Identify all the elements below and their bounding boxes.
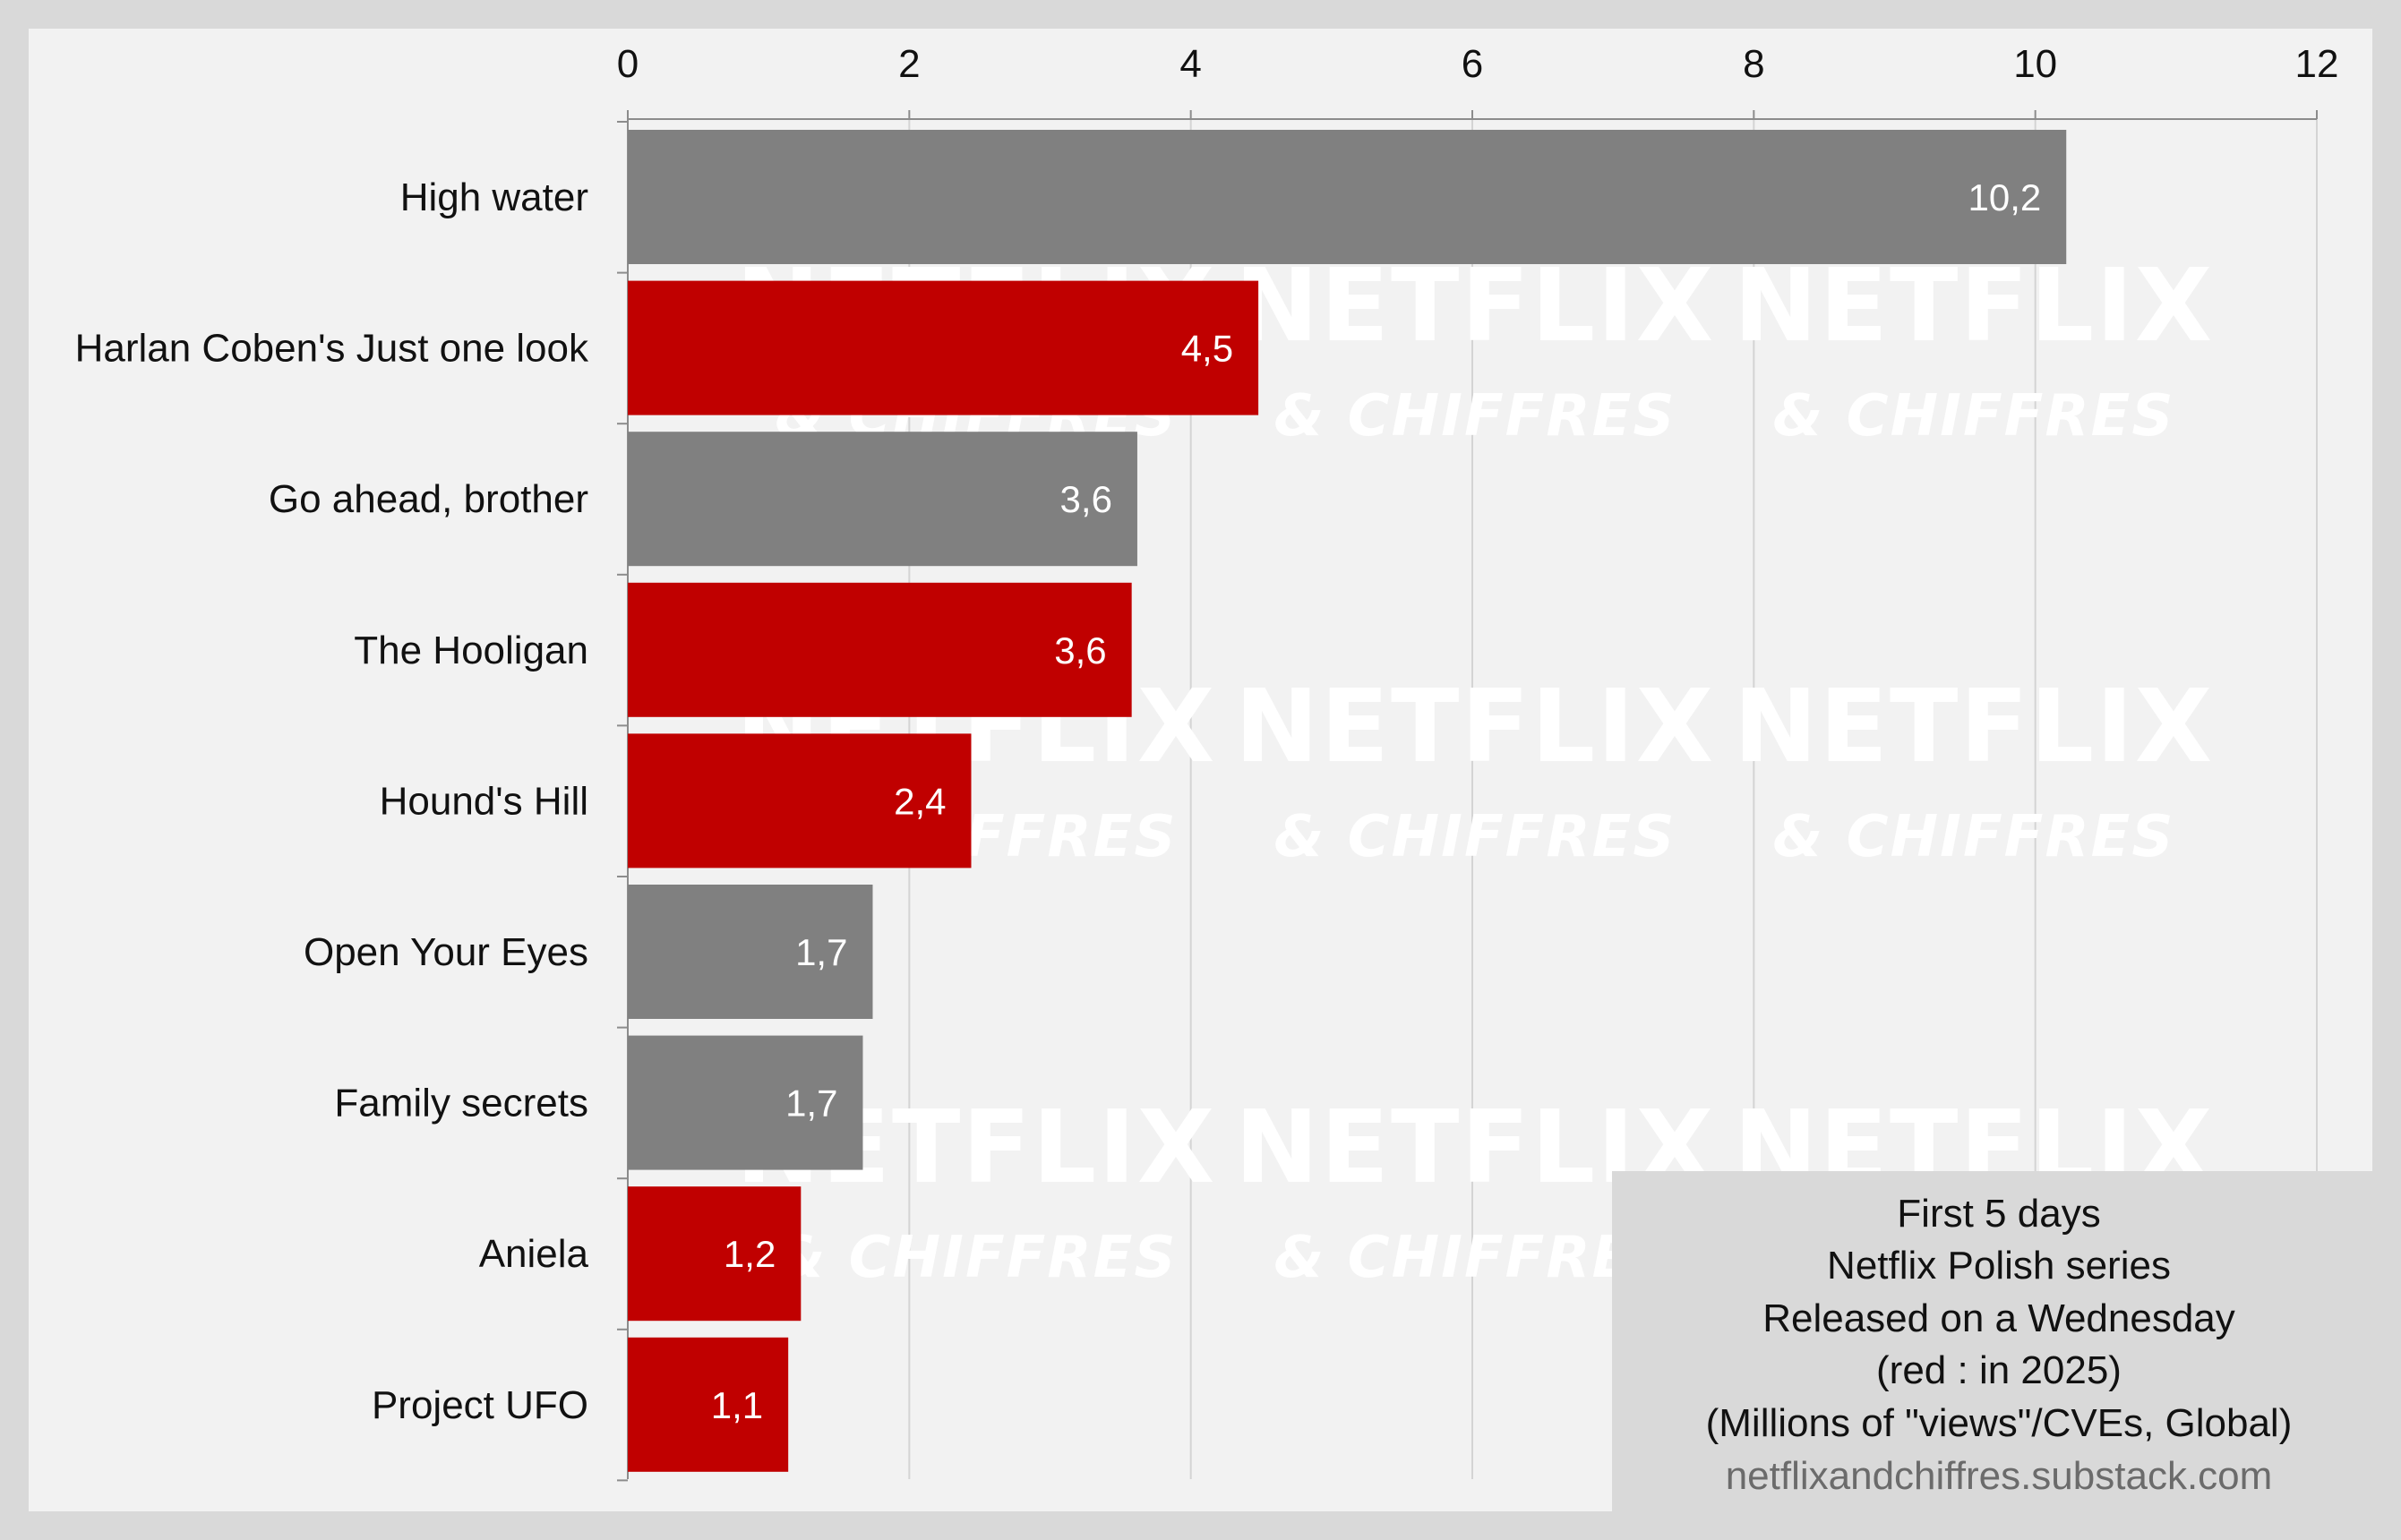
bar-0	[628, 130, 2067, 264]
bar-6	[628, 1035, 863, 1170]
data-label-5: 1,7	[795, 931, 847, 973]
bar-2	[628, 432, 1137, 567]
bars	[628, 130, 2067, 1472]
data-label-3: 3,6	[1054, 629, 1106, 672]
x-tick-label-2: 2	[898, 42, 920, 86]
watermark-title-0-2: NETFLIX	[1734, 248, 2215, 364]
info-line-1: First 5 days	[1897, 1192, 2100, 1236]
category-label-0: High water	[400, 175, 588, 219]
x-tick-label-12: 12	[2295, 42, 2339, 86]
x-tick-label-8: 8	[1743, 42, 1764, 86]
data-label-1: 4,5	[1181, 328, 1233, 370]
bar-4	[628, 733, 972, 868]
info-line-3: Released on a Wednesday	[1762, 1296, 2235, 1340]
data-label-8: 1,1	[711, 1384, 763, 1426]
info-line-4: (red : in 2025)	[1876, 1348, 2122, 1392]
data-label-2: 3,6	[1060, 478, 1112, 520]
category-label-7: Aniela	[479, 1232, 589, 1276]
category-label-1: Harlan Coben's Just one look	[75, 327, 589, 371]
category-label-4: Hound's Hill	[380, 779, 588, 823]
data-label-4: 2,4	[894, 780, 946, 822]
info-box-background	[1612, 1171, 2372, 1511]
x-tick-label-6: 6	[1462, 42, 1483, 86]
bar-7	[628, 1186, 802, 1322]
bar-5	[628, 885, 873, 1019]
watermark-subtitle-1-2: & CHIFFRES	[1773, 804, 2175, 870]
watermark-subtitle-2-0: & CHIFFRES	[776, 1225, 1178, 1291]
bar-8	[628, 1337, 789, 1472]
category-label-5: Open Your Eyes	[304, 930, 588, 974]
info-box: First 5 days Netflix Polish series Relea…	[1612, 1171, 2372, 1511]
watermark-title-1-1: NETFLIX	[1235, 669, 1716, 785]
watermark-title-0-1: NETFLIX	[1235, 248, 1716, 364]
bar-1	[628, 280, 1259, 415]
labels: 0 2 4 6 8 10 12 High water 10,2 Harlan Coben's Ju…	[75, 42, 2339, 1427]
category-label-2: Go ahead, brother	[269, 477, 588, 521]
data-label-7: 1,2	[724, 1233, 776, 1275]
x-tick-label-4: 4	[1179, 42, 1201, 86]
data-label-0: 10,2	[1968, 176, 2041, 218]
category-label-6: Family secrets	[334, 1082, 588, 1125]
watermark-subtitle-0-2: & CHIFFRES	[1773, 383, 2175, 449]
watermark-subtitle-0-1: & CHIFFRES	[1274, 383, 1676, 449]
info-line-5: (Millions of "views"/CVEs, Global)	[1706, 1401, 2293, 1445]
category-label-3: The Hooligan	[354, 629, 588, 672]
bar-3	[628, 582, 1132, 717]
category-label-8: Project UFO	[372, 1383, 588, 1427]
info-line-2: Netflix Polish series	[1827, 1244, 2171, 1288]
watermark-subtitle-2-1: & CHIFFRES	[1274, 1225, 1676, 1291]
watermark-title-1-2: NETFLIX	[1734, 669, 2215, 785]
watermark-subtitle-1-1: & CHIFFRES	[1274, 804, 1676, 870]
x-tick-label-10: 10	[2013, 42, 2057, 86]
x-tick-label-0: 0	[617, 42, 639, 86]
info-source: netflixandchiffres.substack.com	[1726, 1454, 2273, 1498]
data-label-6: 1,7	[785, 1082, 837, 1125]
